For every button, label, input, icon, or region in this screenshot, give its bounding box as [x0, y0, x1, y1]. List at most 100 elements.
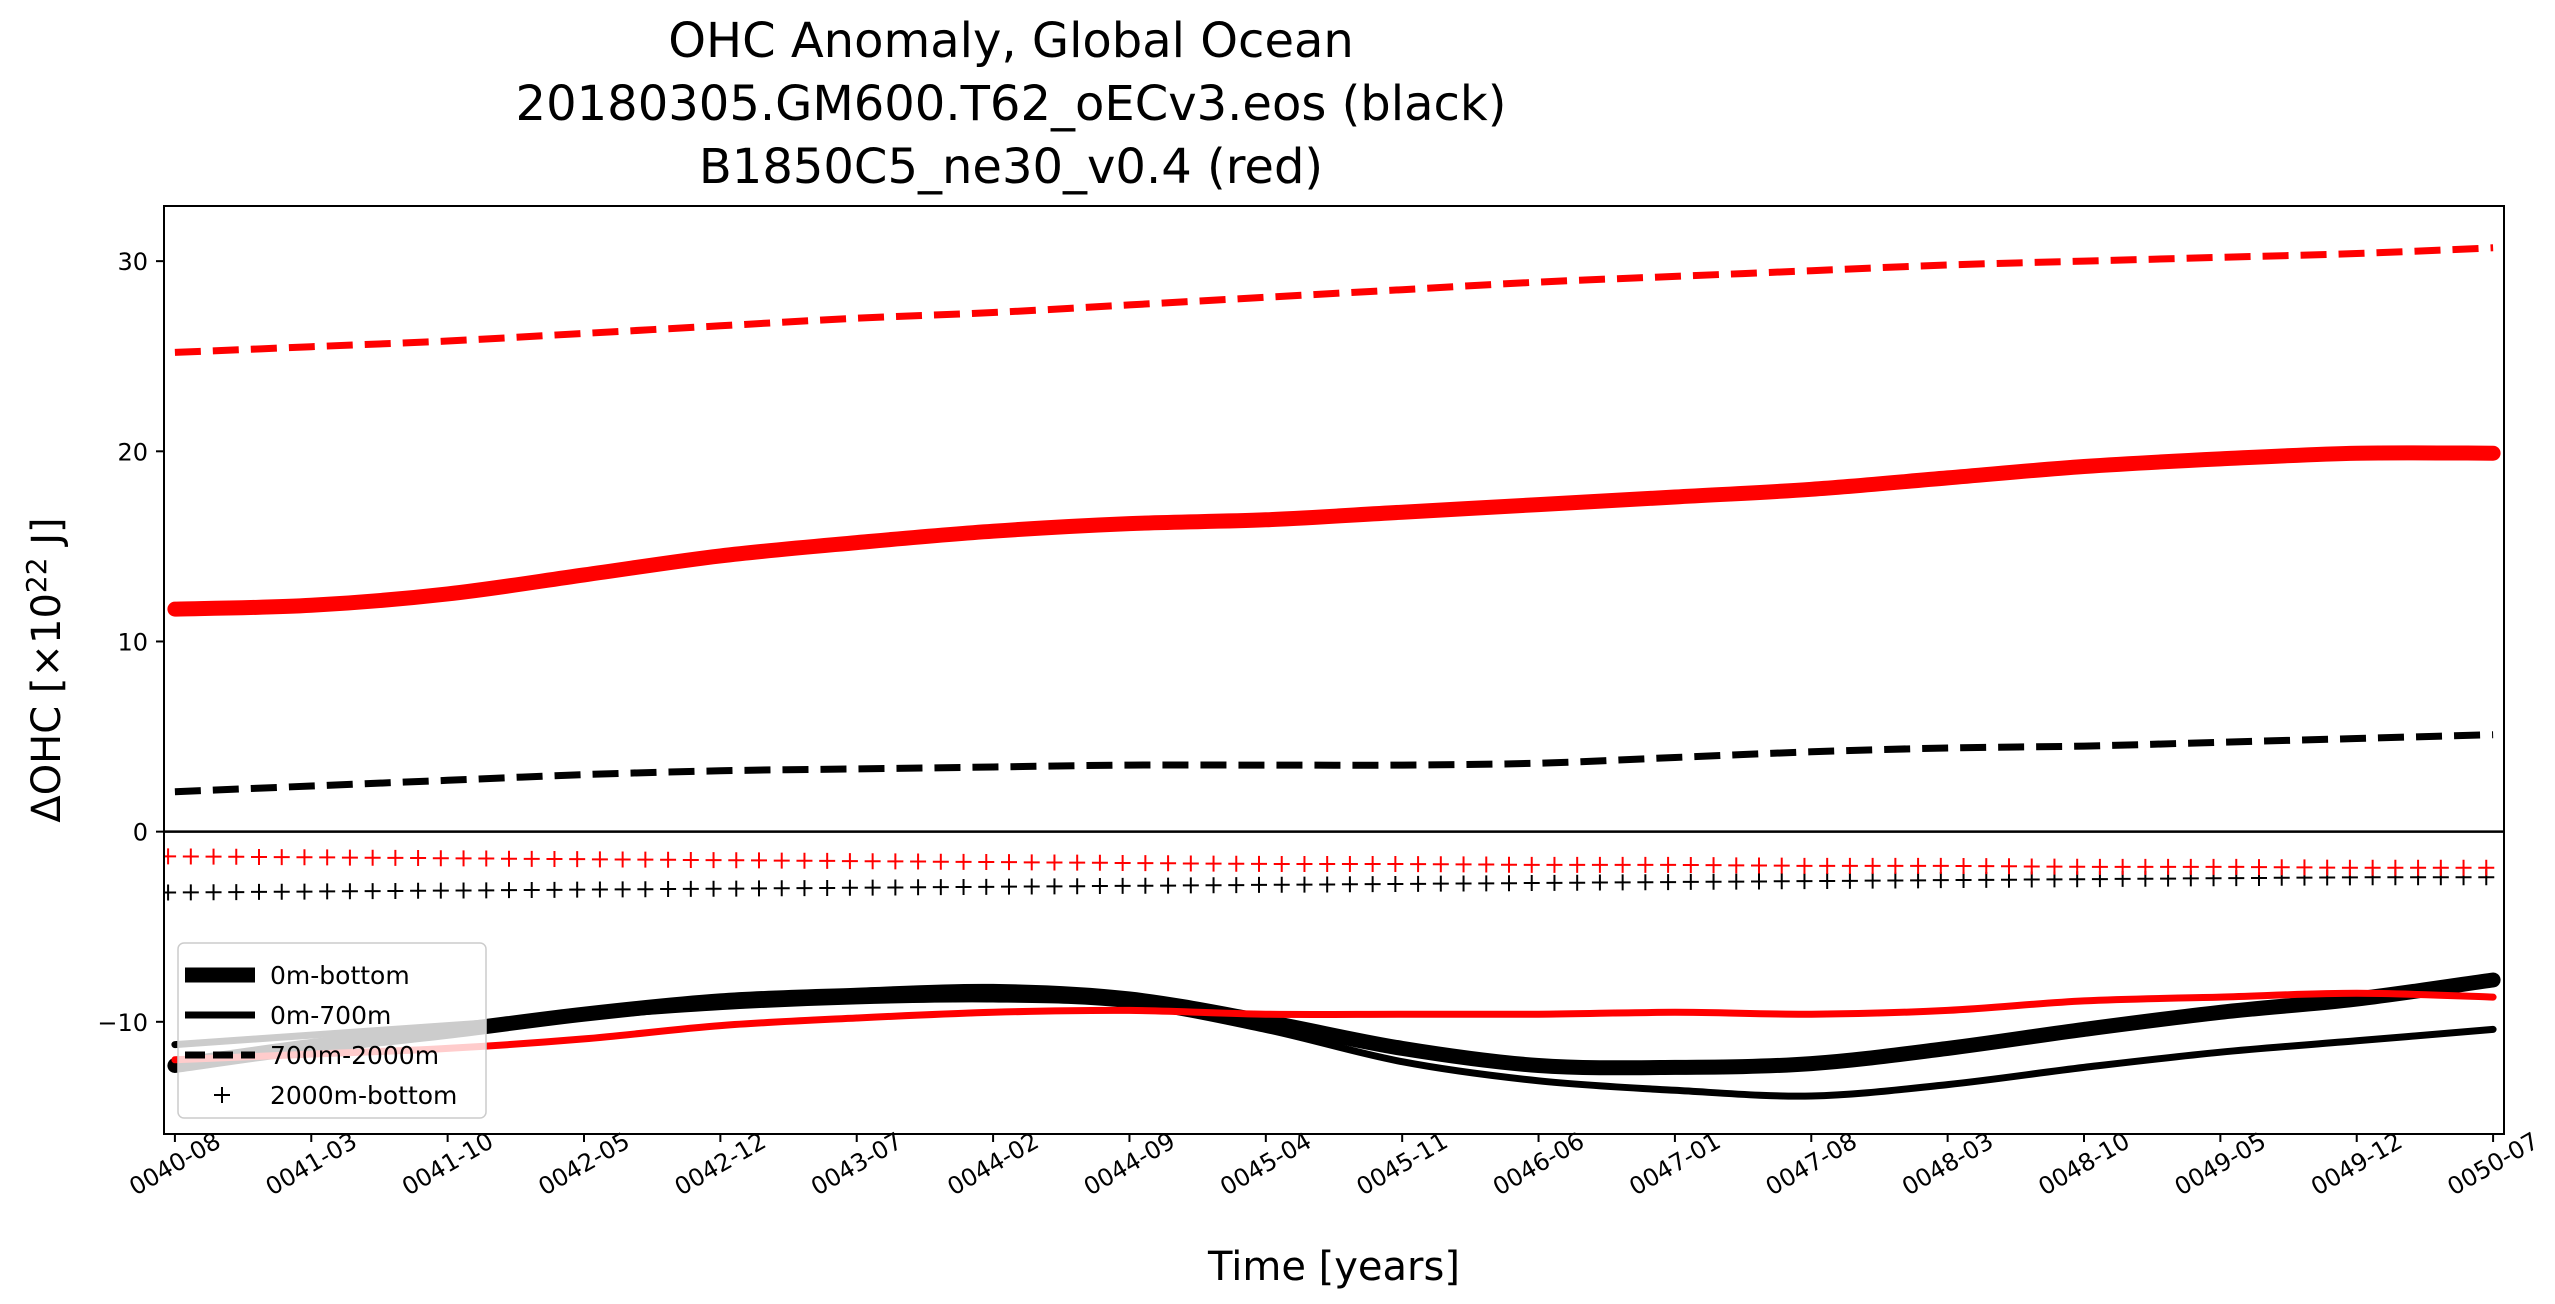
- plus-marker: [1614, 856, 1631, 873]
- legend-label: 2000m-bottom: [270, 1081, 457, 1110]
- plus-marker: [2387, 859, 2404, 876]
- legend-swatch: [214, 1087, 230, 1103]
- plus-marker: [1114, 877, 1131, 894]
- y-tick-label: 20: [117, 438, 148, 466]
- plus-marker: [1023, 854, 1040, 871]
- plus-marker: [1410, 856, 1427, 873]
- plus-marker: [1478, 875, 1495, 892]
- plus-marker: [1341, 876, 1358, 893]
- plus-marker: [1091, 878, 1108, 895]
- plus-marker: [1114, 854, 1131, 871]
- y-tick-label: 0: [133, 819, 148, 847]
- plus-marker: [1569, 856, 1586, 873]
- plus-marker: [1751, 857, 1767, 874]
- plus-marker: [796, 852, 813, 869]
- plus-marker: [728, 880, 745, 897]
- plus-marker: [1228, 855, 1245, 872]
- plus-marker: [773, 880, 790, 897]
- plus-marker: [2114, 858, 2131, 875]
- plus-marker: [432, 850, 449, 867]
- plus-marker: [1819, 857, 1836, 874]
- plus-marker: [2410, 859, 2427, 876]
- plus-marker: [569, 851, 586, 868]
- plus-marker: [978, 854, 995, 871]
- plus-marker: [2137, 858, 2154, 875]
- plus-marker: [1910, 872, 1927, 889]
- plus-marker: [1523, 856, 1540, 873]
- title-line-2: 20180305.GM600.T62_oECv3.eos (black): [516, 76, 1507, 132]
- plus-marker: [296, 883, 313, 900]
- plus-marker: [1955, 872, 1972, 889]
- plus-marker: [1205, 855, 1222, 872]
- plus-marker: [1682, 873, 1699, 890]
- plus-marker: [2251, 859, 2267, 876]
- plus-marker: [614, 851, 631, 868]
- plus-marker: [1637, 856, 1654, 873]
- plus-marker: [614, 881, 631, 898]
- plus-marker: [2273, 859, 2290, 876]
- legend-entry: 0m-700m: [185, 1001, 391, 1030]
- plus-marker: [2228, 858, 2245, 875]
- series-thick-red: [167, 445, 2501, 617]
- plot-frame: [163, 205, 2505, 1135]
- plus-marker: [2023, 858, 2040, 875]
- series-solid-black: [171, 995, 2497, 1100]
- series-solid-red: [171, 989, 2497, 1064]
- plus-marker: [1432, 875, 1449, 892]
- plus-marker: [1001, 854, 1017, 871]
- plus-marker: [1546, 874, 1563, 891]
- plus-marker: [1319, 876, 1336, 893]
- plus-marker: [523, 882, 540, 899]
- plus-marker: [1410, 875, 1427, 892]
- plus-marker: [273, 883, 290, 900]
- plus-marker: [1228, 877, 1245, 894]
- plus-marker: [1364, 876, 1381, 893]
- plus-marker: [1501, 875, 1517, 892]
- plus-marker: [1978, 858, 1995, 875]
- plus-marker: [1864, 872, 1881, 889]
- plus-marker: [1046, 878, 1063, 895]
- plus-marker: [1296, 855, 1313, 872]
- plus-marker: [1182, 855, 1199, 872]
- plus-marker: [2069, 858, 2086, 875]
- legend: 0m-bottom 0m-700m 700m-2000m 2000m-bottom: [177, 942, 487, 1119]
- plus-marker: [1978, 871, 1995, 888]
- plus-marker: [410, 850, 427, 867]
- plus-marker: [1455, 856, 1472, 873]
- plus-marker: [1160, 855, 1177, 872]
- plus-marker: [1796, 873, 1813, 890]
- plus-marker: [319, 883, 336, 900]
- plus-marker: [2478, 859, 2495, 876]
- plus-marker: [1341, 855, 1358, 872]
- plus-marker: [1091, 854, 1108, 871]
- plus-marker: [341, 849, 358, 866]
- plus-marker: [1728, 873, 1745, 890]
- plus-marker: [978, 878, 995, 895]
- plus-marker: [455, 850, 472, 867]
- plus-marker: [660, 851, 677, 868]
- plus-marker: [705, 852, 722, 869]
- plus-marker: [546, 851, 563, 868]
- chart-title: OHC Anomaly, Global Ocean 20180305.GM600…: [516, 13, 1507, 195]
- plus-marker: [1251, 855, 1267, 872]
- plus-marker: [1364, 855, 1381, 872]
- plus-marker: [1705, 873, 1722, 890]
- title-line-3: B1850C5_ne30_v0.4 (red): [699, 139, 1323, 195]
- plus-marker: [546, 881, 563, 898]
- plus-marker: [205, 848, 222, 865]
- plus-marker: [319, 849, 336, 866]
- plus-marker: [1069, 878, 1086, 895]
- plus-marker: [1387, 855, 1404, 872]
- legend-entry: 700m-2000m: [185, 1041, 439, 1070]
- plus-marker: [1660, 874, 1677, 891]
- plus-marker: [1614, 874, 1631, 891]
- plus-marker: [2432, 859, 2449, 876]
- plus-marker: [887, 879, 904, 896]
- plus-marker: [1591, 874, 1608, 891]
- plus-marker: [164, 884, 177, 901]
- plus-marker: [1705, 857, 1722, 874]
- plus-marker: [1637, 874, 1654, 891]
- plus-marker: [1523, 875, 1540, 892]
- plus-marker: [205, 884, 222, 901]
- plus-marker: [1432, 856, 1449, 873]
